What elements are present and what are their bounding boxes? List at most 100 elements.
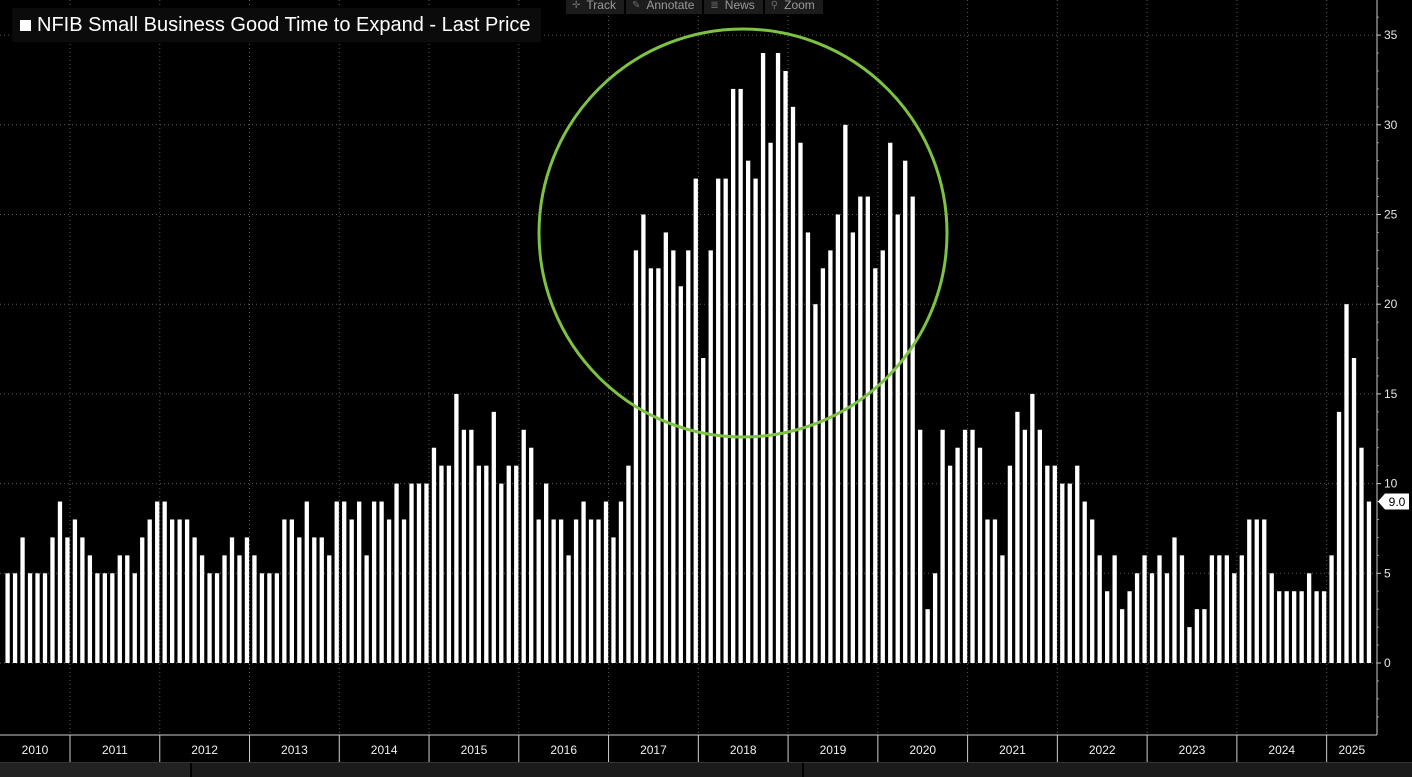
bar	[1030, 393, 1035, 663]
annotate-button[interactable]: ✎ Annotate	[625, 0, 703, 14]
chart-toolbar: ✛ Track ✎ Annotate ≣ News ⚲ Zoom	[566, 0, 825, 14]
bar	[259, 573, 265, 663]
bar	[932, 573, 938, 663]
bar	[648, 268, 654, 663]
bar	[903, 160, 908, 663]
legend-swatch	[20, 19, 31, 31]
bar	[551, 519, 556, 663]
bar	[880, 250, 885, 663]
bar	[1060, 483, 1065, 663]
bar	[805, 232, 811, 663]
bar	[738, 88, 743, 664]
bar	[768, 142, 773, 664]
bar	[379, 501, 384, 663]
y-tick-label: 20	[1384, 297, 1398, 311]
bar	[27, 573, 33, 663]
bar	[1366, 501, 1372, 663]
bar	[1217, 555, 1222, 663]
bar	[558, 519, 564, 663]
bar	[985, 519, 990, 663]
bar	[1187, 627, 1192, 663]
y-tick-label: 35	[1384, 28, 1398, 42]
bar	[783, 70, 788, 664]
track-button[interactable]: ✛ Track	[566, 0, 624, 14]
bar	[364, 555, 369, 663]
bar	[566, 555, 571, 663]
bar	[1209, 555, 1215, 663]
bar	[237, 555, 242, 663]
bar	[888, 142, 893, 664]
bar	[671, 250, 676, 663]
bar	[42, 573, 48, 663]
bar	[820, 268, 826, 663]
bar	[1149, 573, 1155, 663]
bar	[72, 519, 78, 663]
bar	[304, 501, 309, 663]
bar	[1119, 609, 1125, 663]
bar	[1105, 591, 1110, 663]
bar	[588, 519, 594, 663]
bar	[12, 573, 18, 663]
bar	[895, 214, 900, 663]
legend-label: NFIB Small Business Good Time to Expand …	[37, 13, 531, 36]
chart-legend: NFIB Small Business Good Time to Expand …	[12, 8, 541, 42]
bar	[327, 555, 332, 663]
bar	[611, 537, 616, 663]
bar	[918, 429, 923, 663]
bar	[349, 519, 354, 663]
x-tick-label: 2018	[730, 743, 757, 757]
bar	[955, 447, 960, 663]
bar	[454, 393, 459, 663]
bar	[1284, 591, 1289, 663]
bar	[760, 53, 766, 664]
bar	[1277, 591, 1282, 663]
bar	[544, 483, 549, 663]
bar	[731, 88, 736, 664]
bar	[835, 214, 841, 663]
bar	[940, 429, 945, 663]
bar	[678, 286, 683, 663]
bar	[716, 178, 721, 663]
bar	[431, 447, 437, 663]
bar	[693, 178, 698, 663]
x-tick-label: 2023	[1179, 743, 1206, 757]
bar	[1232, 573, 1237, 663]
zoom-button[interactable]: ⚲ Zoom	[764, 0, 823, 14]
bar	[843, 124, 848, 664]
bar	[1127, 591, 1132, 663]
x-tick-label: 2022	[1089, 743, 1116, 757]
bar	[1254, 519, 1259, 663]
news-icon: ≣	[710, 0, 719, 11]
bar	[1164, 573, 1170, 663]
bar	[521, 429, 526, 663]
bar	[947, 465, 953, 663]
bar	[282, 519, 287, 663]
bar	[207, 573, 212, 663]
bar	[499, 483, 504, 663]
bar	[184, 519, 190, 663]
bar	[1247, 519, 1252, 663]
bar	[514, 465, 519, 663]
bar	[992, 519, 998, 663]
pencil-icon: ✎	[631, 0, 641, 11]
bar	[312, 537, 317, 663]
bar	[357, 501, 362, 663]
bar	[394, 483, 399, 663]
bar	[289, 519, 294, 663]
x-tick-label: 2017	[640, 743, 667, 757]
highlight-circle	[537, 27, 949, 439]
x-tick-label: 2012	[191, 743, 218, 757]
bar	[50, 537, 55, 663]
bar	[708, 250, 713, 663]
bar	[573, 519, 579, 663]
bar	[529, 447, 534, 663]
bar	[491, 411, 496, 663]
bar	[386, 519, 392, 663]
y-tick-label: 25	[1384, 208, 1398, 222]
x-tick-label: 2019	[820, 743, 847, 757]
last-value-marker: 9.0	[1378, 493, 1409, 510]
news-button[interactable]: ≣ News	[704, 0, 763, 14]
x-tick-label: 2020	[909, 743, 936, 757]
bottom-strip	[0, 762, 1412, 777]
bar	[1202, 609, 1207, 663]
